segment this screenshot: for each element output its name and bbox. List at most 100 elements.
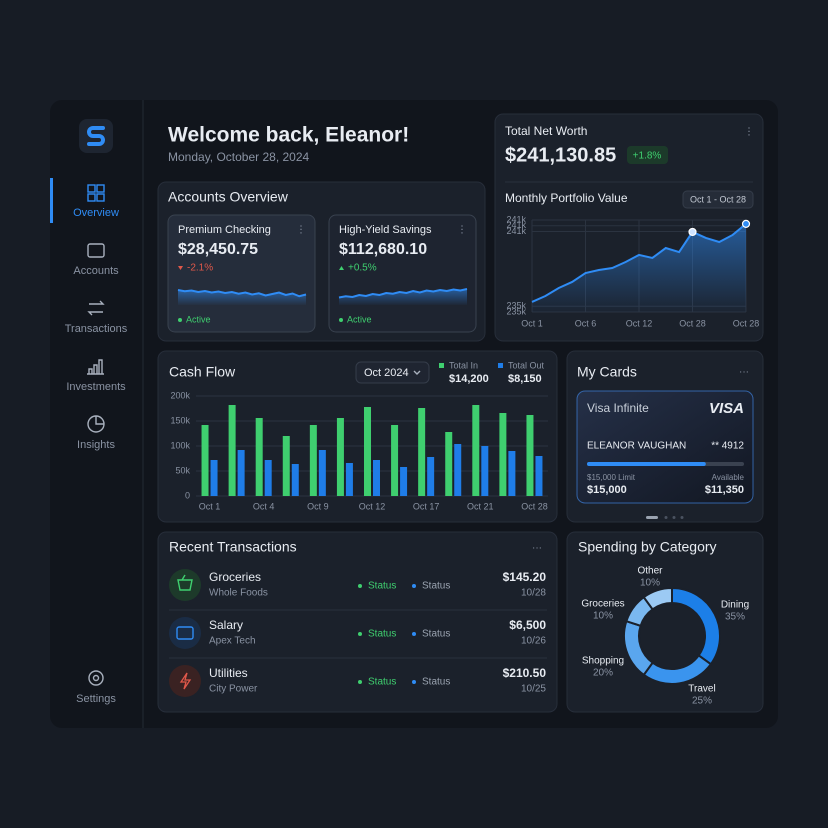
credit-card[interactable] (576, 390, 754, 504)
y-tick-label: 241k (506, 220, 526, 230)
bar (291, 464, 299, 496)
transactions-card (157, 531, 558, 713)
legend-swatch (439, 363, 444, 368)
menu-dots[interactable]: ⋮ (296, 225, 306, 236)
card-holder: ELEANOR VAUGHAN (587, 441, 686, 452)
date-range-label: Oct 1 - Oct 28 (690, 194, 746, 204)
area-fill (532, 223, 746, 312)
account-status: Active (186, 314, 211, 324)
bar (400, 467, 408, 496)
nav-insights[interactable]: Insights (77, 415, 115, 451)
nav-settings[interactable]: Settings (76, 670, 116, 705)
nav-label: Accounts (73, 265, 119, 277)
tx-amount: $6,500 (509, 618, 546, 632)
nav-label: Investments (66, 381, 126, 393)
tx-name: Utilities (209, 666, 248, 680)
card-title: Recent Transactions (169, 539, 297, 555)
spending-card (566, 531, 764, 713)
bar (427, 457, 435, 496)
bar (418, 408, 426, 496)
menu-dots[interactable]: ··· (532, 543, 542, 554)
card-number: ** 4912 (711, 441, 744, 452)
net-worth-change: +1.8% (633, 151, 662, 162)
account-name: Premium Checking (178, 224, 271, 236)
tx-merchant: Whole Foods (209, 588, 268, 599)
salary-icon (169, 617, 201, 649)
y-tick-label: 50k (175, 465, 190, 475)
account-name: High-Yield Savings (339, 224, 432, 236)
up-arrow (339, 266, 344, 270)
tx-status: Status (368, 581, 396, 592)
bar (228, 405, 236, 496)
y-tick-label: 235k (506, 301, 526, 311)
bar (373, 460, 380, 496)
net-worth-value: $241,130.85 (505, 144, 616, 166)
tx-name: Groceries (209, 570, 261, 584)
bar (454, 444, 462, 496)
segment-value: 25% (692, 696, 712, 707)
available-caption: Available (712, 473, 745, 482)
segment-value: 20% (593, 668, 613, 679)
utilities-icon (169, 665, 201, 697)
chart-title: Monthly Portfolio Value (505, 191, 628, 205)
y-tick-label: 0 (185, 490, 190, 500)
menu-dots[interactable]: ⋮ (744, 127, 754, 138)
card-title: My Cards (577, 364, 637, 380)
pager-dot[interactable] (646, 516, 658, 519)
status-dot (412, 632, 416, 636)
x-tick-label: Oct 1 (521, 318, 543, 328)
wallet (176, 626, 194, 640)
limit-caption: $15,000 Limit (587, 473, 636, 482)
status-dot (412, 584, 416, 588)
pager-dot[interactable] (664, 516, 668, 519)
bar (345, 463, 353, 496)
area-fill (339, 289, 467, 305)
segment-label: Groceries (581, 599, 624, 610)
bar (264, 460, 272, 496)
account-balance: $112,680.10 (339, 241, 427, 258)
bar (282, 436, 290, 496)
y-tick-label: 241k (506, 214, 526, 224)
groceries-icon (169, 569, 201, 601)
bar (318, 450, 326, 496)
x-tick-label: Oct 28 (733, 318, 760, 328)
x-tick-label: Oct 21 (467, 501, 494, 511)
line (338, 288, 468, 299)
limit-value: $15,000 (587, 484, 627, 496)
status-dot (178, 318, 182, 322)
logo-mark (87, 126, 105, 146)
available-fill (587, 462, 706, 466)
nav-accounts[interactable]: Accounts (73, 243, 119, 277)
card-title: Accounts Overview (168, 189, 289, 205)
nav-investments[interactable]: Investments (66, 359, 126, 393)
pager-dot[interactable] (680, 516, 684, 519)
bar (201, 425, 209, 496)
segment-value: 35% (725, 612, 745, 623)
x-tick-label: Oct 9 (307, 501, 329, 511)
y-tick-label: 150k (170, 415, 190, 425)
basket (177, 574, 193, 591)
status-dot (412, 680, 416, 684)
menu-dots[interactable]: ⋮ (457, 225, 467, 236)
bar (391, 425, 399, 496)
status-dot (358, 584, 362, 588)
x-tick-label: Oct 1 (199, 501, 221, 511)
nav-label: Transactions (65, 323, 128, 335)
period-select[interactable] (355, 361, 430, 384)
date-range[interactable] (682, 190, 754, 209)
nav-overview[interactable]: Overview (73, 184, 119, 219)
x-tick-label: Oct 12 (359, 501, 386, 511)
menu-dots[interactable]: ··· (739, 367, 749, 378)
tx-merchant: City Power (209, 684, 258, 695)
period-label: Oct 2024 (364, 367, 409, 379)
x-tick-label: Oct 6 (575, 318, 597, 328)
segment-value: 10% (640, 578, 660, 589)
nav-transactions[interactable]: Transactions (65, 300, 128, 335)
tx-amount: $145.20 (503, 570, 547, 584)
account-balance: $28,450.75 (178, 241, 258, 258)
y-tick-label: 241k (506, 226, 526, 236)
pager-dot[interactable] (672, 516, 676, 519)
nav-label: Overview (73, 207, 119, 219)
legend-label: Total In (449, 360, 478, 370)
bar (508, 451, 516, 496)
